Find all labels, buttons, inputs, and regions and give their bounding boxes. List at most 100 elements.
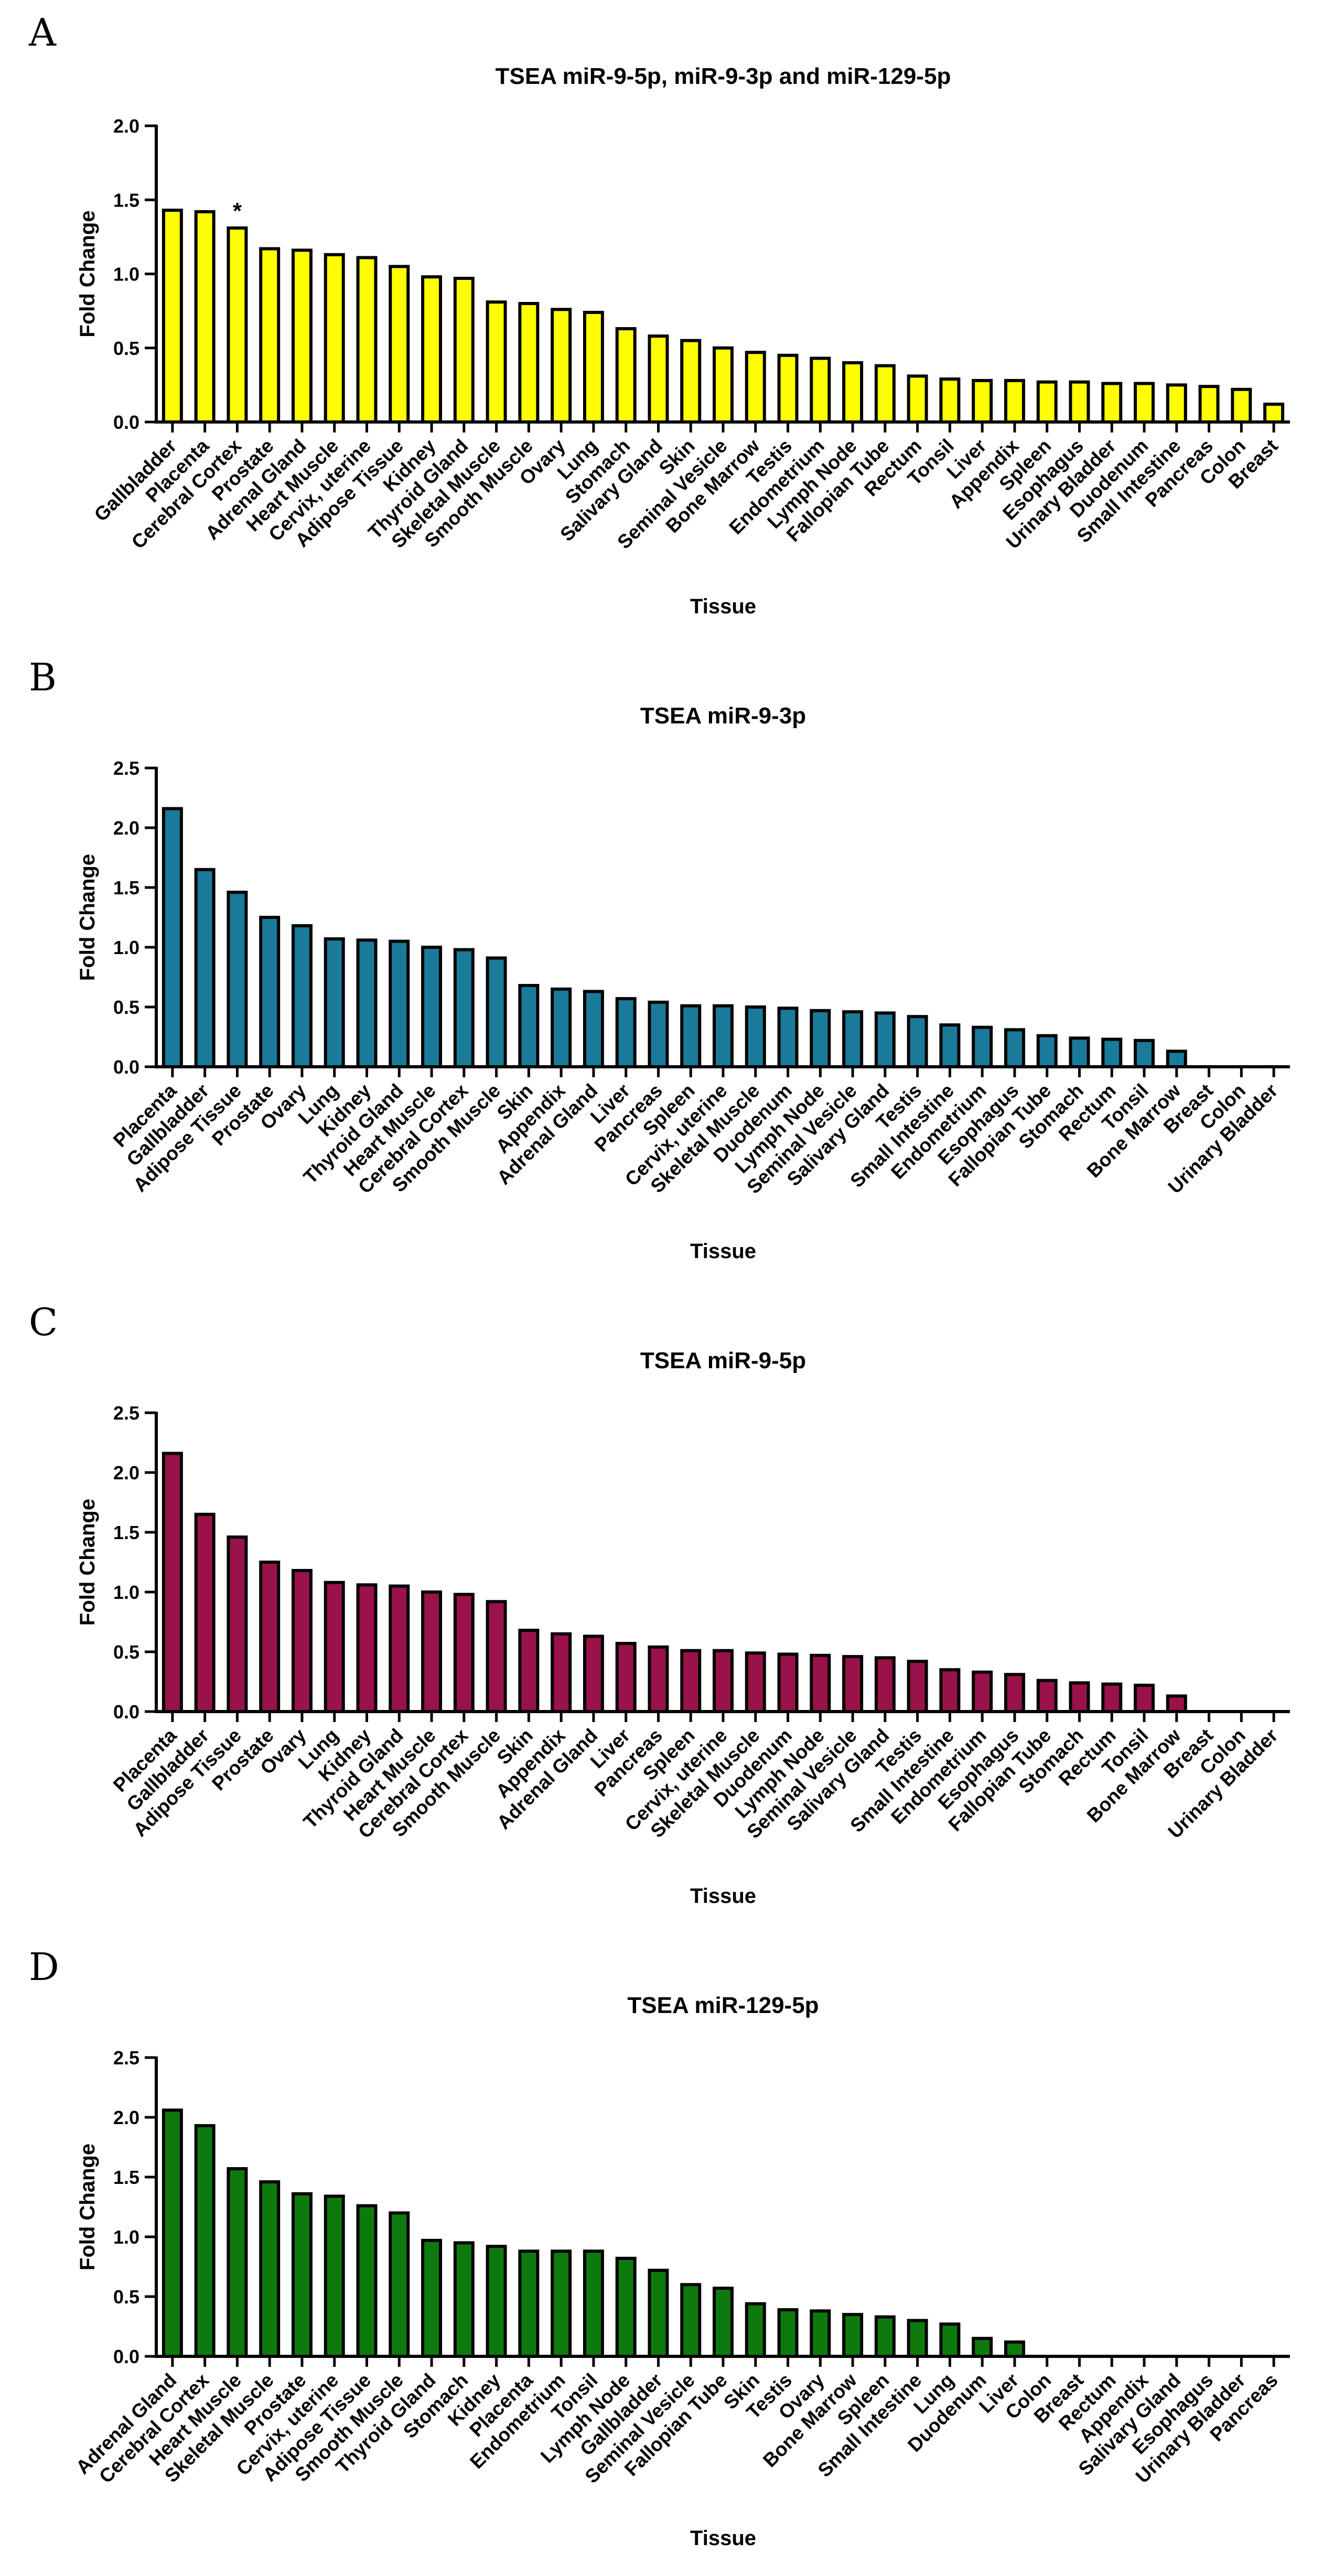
bar-small-intestine — [939, 1023, 961, 1069]
bar-stomach — [615, 327, 637, 424]
panel-b: B TSEA miR-9-3p Fold Change Tissue 0.0 0.5 1.… — [0, 645, 1323, 1290]
bar-tonsil — [1134, 1683, 1155, 1714]
bar-small-intestine — [1166, 383, 1187, 424]
bar-fallopian-tube — [713, 2287, 734, 2358]
y-tick-label: 2.0 — [113, 817, 139, 839]
bar-appendix — [1004, 378, 1025, 424]
bar-endometrium — [810, 356, 831, 424]
bar-heart-muscle — [421, 946, 443, 1068]
chart-title: TSEA miR-9-5p, miR-9-3p and miR-129-5p — [496, 63, 951, 89]
bar-placenta — [194, 210, 216, 424]
bar-skin — [680, 339, 702, 424]
bar-lymph-node — [810, 1653, 831, 1714]
bar-fallopian-tube — [1036, 1679, 1058, 1713]
bar-skin — [518, 1628, 540, 1714]
bar-fallopian-tube — [874, 364, 896, 424]
bar-adipose-tissue — [356, 2204, 378, 2358]
bar-breast — [1263, 403, 1285, 424]
bar-cerebral-cortex — [227, 226, 248, 424]
bar-esophagus — [1069, 380, 1090, 424]
y-tick-label: 2.5 — [113, 1402, 139, 1424]
bar-thyroid-gland — [421, 2238, 443, 2358]
bar-ovary — [291, 1568, 313, 1714]
y-tick-label: 1.0 — [113, 2226, 139, 2248]
bar-small-intestine — [907, 2319, 928, 2358]
chart-b: TSEA miR-9-3p Fold Change Tissue 0.0 0.5 1.0 1… — [76, 703, 1290, 1263]
bar-skeletal-muscle — [745, 1651, 766, 1714]
bar-heart-muscle — [227, 2167, 248, 2358]
bar-liver — [1004, 2340, 1025, 2358]
bar-skin — [518, 983, 540, 1069]
bar-bone-marrow — [745, 351, 766, 424]
y-tick-label: 0.5 — [113, 2286, 139, 2308]
bar-esophagus — [1004, 1673, 1025, 1714]
bar-adipose-tissue — [389, 265, 410, 424]
bar-duodenum — [1134, 382, 1155, 424]
y-axis-label: Fold Change — [76, 210, 99, 337]
bar-skeletal-muscle — [259, 2180, 281, 2358]
x-axis-label: Tissue — [690, 595, 756, 618]
bar-thyroid-gland — [389, 1584, 410, 1713]
y-tick-label: 2.0 — [113, 2107, 139, 2128]
bar-skin — [745, 2302, 766, 2358]
y-tick-label: 2.5 — [113, 757, 139, 779]
panel-letter-d: D — [29, 1945, 59, 1989]
bar-ovary — [810, 2309, 831, 2358]
bar-testis — [777, 353, 799, 424]
bar-liver — [615, 1642, 637, 1713]
bar-rectum — [1101, 1682, 1123, 1713]
bar-stomach — [1069, 1681, 1090, 1714]
bar-duodenum — [972, 2336, 993, 2358]
bar-seminal-vesicle — [713, 346, 734, 424]
y-tick-label: 2.5 — [113, 2047, 139, 2069]
y-tick-label: 1.5 — [113, 877, 139, 899]
y-tick-label: 2.0 — [113, 1462, 139, 1484]
x-axis-label: Tissue — [690, 1885, 756, 1908]
y-axis-label: Fold Change — [76, 1499, 99, 1626]
bar-testis — [907, 1660, 928, 1713]
bar-ovary — [551, 308, 572, 424]
bar-pancreas — [648, 1000, 669, 1069]
bar-tonsil — [583, 2249, 604, 2358]
bar-spleen — [874, 2315, 896, 2358]
bar-pancreas — [648, 1645, 669, 1714]
panel-letter-c: C — [29, 1300, 58, 1344]
y-tick-label: 2.0 — [113, 115, 139, 137]
bar-testis — [907, 1015, 928, 1068]
bar-heart-muscle — [324, 253, 345, 424]
panel-a: A TSEA miR-9-5p, miR-9-3p and miR-129-5p… — [0, 0, 1323, 645]
y-tick-label: 0.5 — [113, 997, 139, 1018]
bar-cerebral-cortex — [194, 2124, 216, 2358]
bar-kidney — [421, 275, 443, 424]
bar-appendix — [551, 1632, 572, 1713]
bar-smooth-muscle — [518, 302, 540, 424]
panel-d: D TSEA miR-129-5p Fold Change Tissue 0.0 0.5… — [0, 1934, 1323, 2576]
y-tick-label: 0.5 — [113, 1641, 139, 1663]
bar-adipose-tissue — [227, 891, 248, 1068]
bar-rectum — [1101, 1037, 1123, 1068]
bar-adipose-tissue — [227, 1535, 248, 1713]
panel-letter-a: A — [29, 10, 56, 55]
bar-salivary-gland — [874, 1011, 896, 1069]
bar-cerebral-cortex — [453, 948, 475, 1068]
bar-urinary-bladder — [1101, 382, 1123, 424]
bar-fallopian-tube — [1036, 1034, 1058, 1068]
bar-endometrium — [972, 1025, 993, 1069]
bar-rectum — [907, 374, 928, 424]
bar-cerebral-cortex — [453, 1593, 475, 1713]
y-tick-label: 1.5 — [113, 1522, 139, 1543]
bar-tonsil — [939, 377, 961, 424]
bar-kidney — [356, 1583, 378, 1713]
bar-prostate — [291, 2192, 313, 2358]
bar-lymph-node — [842, 361, 864, 424]
bar-gallbladder — [648, 2268, 669, 2358]
bar-duodenum — [777, 1652, 799, 1713]
panel-c: C TSEA miR-9-5p Fold Change Tissue 0.0 0.5 1.… — [0, 1290, 1323, 1934]
bar-kidney — [486, 2245, 507, 2358]
bar-cervix-uterine — [713, 1004, 734, 1068]
bar-adrenal-gland — [583, 1635, 604, 1713]
chart-title: TSEA miR-9-5p — [640, 1348, 806, 1373]
bar-placenta — [518, 2249, 540, 2358]
bar-prostate — [259, 1561, 281, 1713]
bar-lymph-node — [615, 2257, 637, 2358]
